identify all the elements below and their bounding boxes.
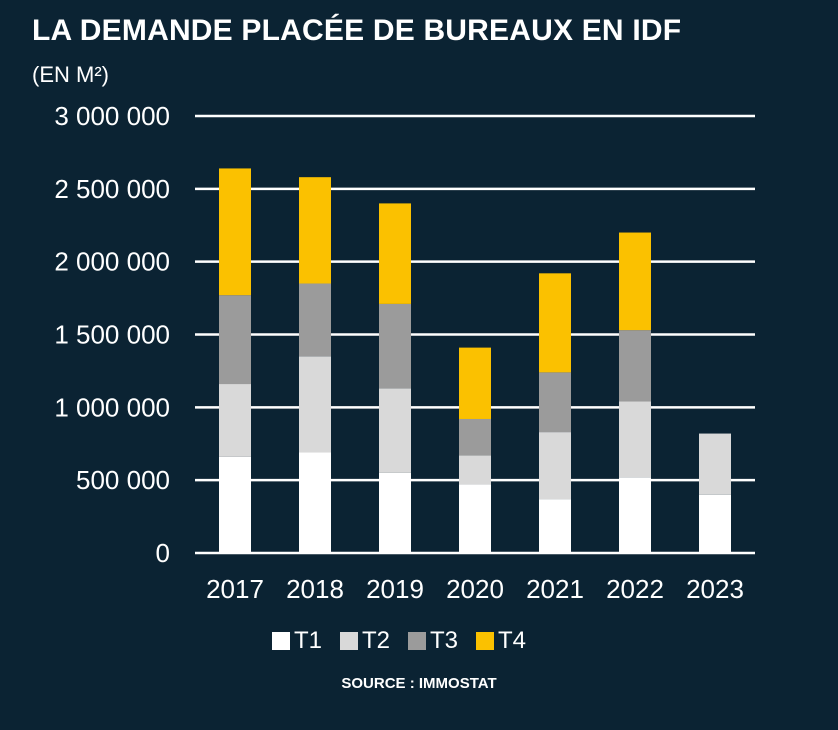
bar-segment-t4	[459, 347, 491, 419]
bar-segment-t2	[699, 433, 731, 495]
legend-item-t4: T4	[476, 627, 526, 655]
bar-segment-t1	[379, 472, 411, 553]
legend-swatch	[271, 632, 290, 650]
bar-segment-t4	[619, 232, 651, 331]
x-tick-label: 2021	[526, 574, 584, 604]
bar-chart: 0 500 000 1 000 000 1 500 000 2 000 000 2 500…	[54, 101, 755, 604]
x-tick-label: 2020	[446, 574, 504, 604]
bar-segment-t1	[539, 499, 571, 553]
legend-label: T4	[498, 627, 527, 654]
bar-segment-t4	[379, 203, 411, 304]
y-tick-label: 3 000 000	[54, 101, 170, 131]
source-note: SOURCE : IMMOSTAT	[341, 675, 497, 692]
chart-subtitle: (EN M²)	[32, 62, 109, 87]
bar-segment-t3	[539, 372, 571, 433]
bar-segment-t3	[379, 303, 411, 389]
bar-segment-t2	[379, 388, 411, 473]
legend-label: T3	[430, 627, 459, 654]
bar-segment-t2	[459, 455, 491, 485]
y-tick-label: 1 000 000	[54, 392, 170, 422]
legend-label: T2	[361, 627, 390, 654]
x-tick-label: 2018	[286, 574, 344, 604]
x-tick-label: 2019	[366, 574, 424, 604]
bar-segment-t1	[219, 456, 251, 553]
legend-swatch	[476, 632, 495, 650]
legend-item-t1: T1	[271, 627, 322, 655]
bar-segment-t2	[219, 384, 251, 457]
x-tick-label: 2017	[206, 574, 264, 604]
bar-segment-t4	[299, 177, 331, 284]
bar-segment-t4	[219, 168, 251, 296]
x-tick-label: 2023	[686, 574, 744, 604]
bar-segment-t3	[459, 418, 491, 456]
y-tick-label: 0	[156, 538, 170, 568]
x-tick-label: 2022	[606, 574, 664, 604]
bar-segment-t3	[299, 283, 331, 357]
bar-segment-t3	[219, 295, 251, 385]
legend-swatch	[408, 632, 426, 650]
bar-segment-t1	[459, 484, 491, 553]
legend-item-t3: T3	[408, 627, 458, 655]
bar-segment-t2	[299, 356, 331, 453]
legend-label: T1	[293, 627, 322, 654]
bar-segment-t1	[299, 452, 331, 553]
bar-segment-t3	[619, 330, 651, 402]
chart-title: LA DEMANDE PLACÉE DE BUREAUX EN IDF	[32, 14, 682, 47]
bar-segment-t2	[539, 432, 571, 500]
bar-segment-t2	[619, 401, 651, 478]
y-tick-label: 2 500 000	[54, 174, 170, 204]
y-tick-label: 2 000 000	[54, 247, 170, 277]
legend-item-t2: T2	[339, 627, 390, 655]
bar-segment-t1	[699, 494, 731, 553]
legend-swatch	[339, 632, 358, 650]
y-tick-label: 500 000	[76, 465, 170, 495]
y-tick-label: 1 500 000	[54, 320, 170, 350]
bar-segment-t1	[619, 477, 651, 553]
chart-legend: T1 T2 T3 T4	[0, 627, 798, 655]
bar-segment-t4	[539, 273, 571, 373]
